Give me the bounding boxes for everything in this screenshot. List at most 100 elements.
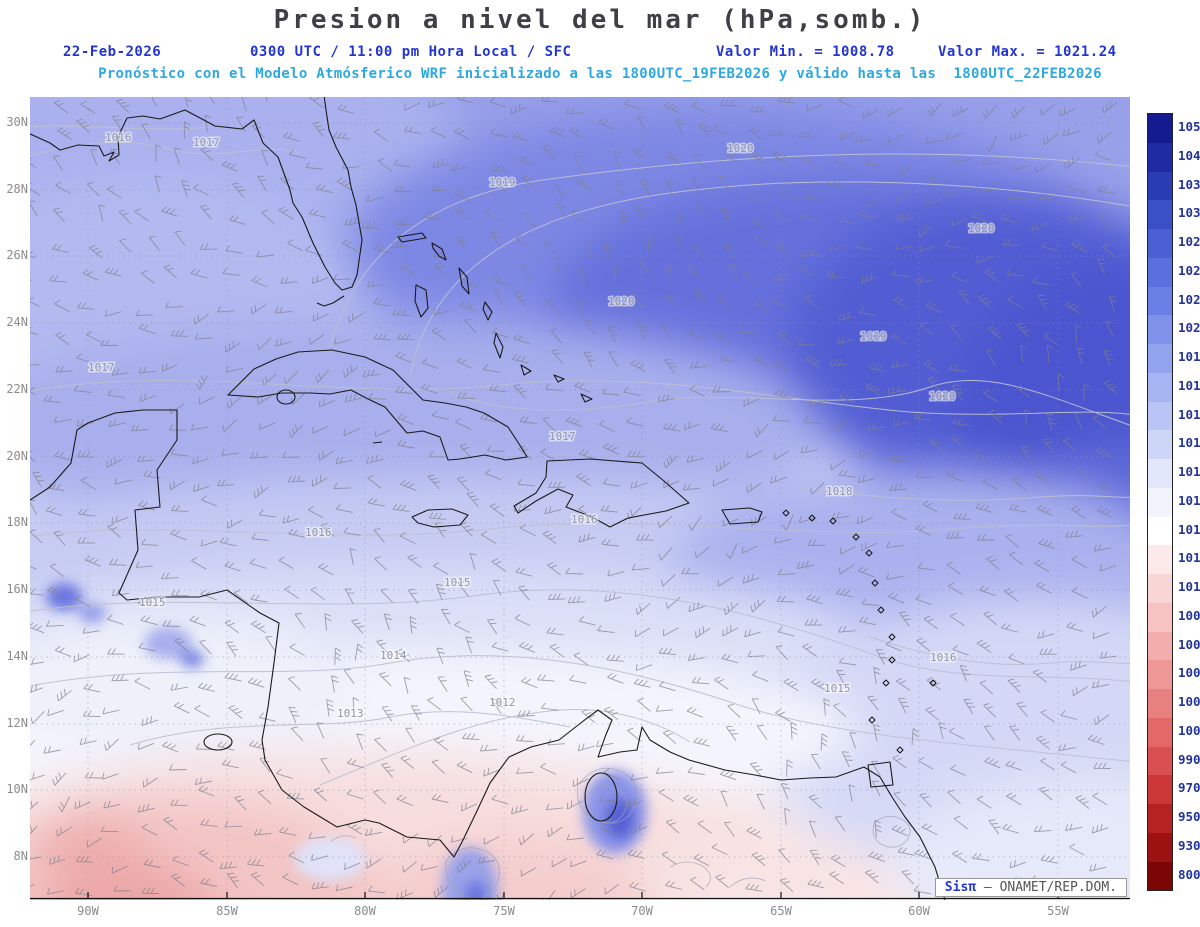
colorbar-value: 1012	[1178, 550, 1200, 566]
colorbar-value: 1018	[1178, 377, 1200, 393]
contour-label: 1015	[139, 596, 166, 609]
coastline-cuba	[227, 349, 528, 461]
colorbar-value: 1030	[1178, 205, 1200, 221]
coastline-lesser-antilles	[782, 509, 937, 788]
colorbar-value: 1025	[1178, 262, 1200, 278]
colorbar-labels: 1050 1040 1035 1030 1028 1025 1022 1020 1019 1018…	[1178, 113, 1200, 891]
colorbar-value: 1008	[1178, 607, 1200, 623]
colorbar-swatch	[1148, 861, 1172, 891]
colorbar-value: 1040	[1178, 147, 1200, 163]
colorbar-value: 1017	[1178, 406, 1200, 422]
lon-label: 70W	[631, 904, 653, 918]
colorbar-value: 950	[1178, 809, 1200, 824]
coastlines	[30, 97, 946, 900]
colorbar-swatch	[1148, 430, 1172, 459]
model-info-line: Pronóstico con el Modelo Atmósferico WRF…	[98, 66, 1102, 82]
lon-label: 75W	[493, 904, 515, 918]
lat-label: 26N	[6, 248, 28, 262]
contour-label: 1016	[105, 131, 132, 144]
colorbar-swatch	[1148, 689, 1172, 718]
lat-label: 20N	[6, 449, 28, 463]
colorbar-value: 1019	[1178, 349, 1200, 364]
lat-label: 24N	[6, 315, 28, 329]
contour-label: 1016	[571, 513, 598, 526]
page-title: Presion a nivel del mar (hPa,somb.)	[273, 5, 927, 35]
contour-label: 1019	[489, 176, 516, 189]
contour-labels: 1016 1017 1019 1020 1020 1020 1019 1020 1017 1017…	[87, 130, 997, 722]
colorbar-swatch	[1148, 200, 1172, 229]
colorbar-swatch	[1148, 832, 1172, 862]
colorbar-swatch	[1148, 487, 1172, 517]
contour-label: 1016	[930, 651, 957, 664]
colorbar-value: 1010	[1178, 579, 1200, 594]
lat-label: 18N	[6, 515, 28, 529]
pressure-map-svg: 1016 1017 1019 1020 1020 1020 1019 1020 1017 1017…	[30, 97, 1130, 900]
contour-label: 1015	[444, 576, 471, 589]
attribution-box: Sisπ – ONAMET/REP.DOM.	[934, 878, 1127, 897]
lat-label: 30N	[6, 115, 28, 129]
colorbar-swatch	[1148, 315, 1172, 344]
colorbar-value: 1015	[1178, 464, 1200, 479]
contour-label: 1020	[929, 390, 956, 403]
lat-label: 14N	[6, 649, 28, 663]
lon-label: 85W	[216, 904, 238, 918]
grid-lines	[30, 97, 1130, 900]
terrain-contours	[329, 767, 911, 900]
colorbar-value: 970	[1178, 780, 1200, 796]
colorbar-value: 1004	[1178, 665, 1200, 681]
colorbar-value: 1006	[1178, 636, 1200, 652]
coastline-hispaniola	[513, 458, 690, 528]
colorbar-value: 1028	[1178, 234, 1200, 249]
colorbar-swatches	[1147, 113, 1173, 892]
lon-label: 80W	[354, 904, 376, 918]
colorbar: 1050 1040 1035 1030 1028 1025 1022 1020 1019 1018…	[1147, 113, 1200, 892]
contour-lines	[30, 125, 1130, 786]
contour-label: 1013	[337, 707, 364, 720]
contour-label: 1018	[826, 485, 853, 498]
colorbar-value: 990	[1178, 751, 1200, 767]
contour-label: 1012	[489, 696, 516, 709]
coastline-gulf-florida	[30, 97, 363, 307]
lon-label: 90W	[77, 904, 99, 918]
colorbar-swatch	[1148, 804, 1172, 833]
colorbar-value: 1000	[1178, 722, 1200, 738]
colorbar-swatch	[1148, 142, 1172, 172]
contour-label: 1017	[193, 136, 220, 149]
colorbar-swatch	[1148, 171, 1172, 201]
colorbar-value: 1014	[1178, 492, 1200, 508]
contour-label: 1020	[608, 295, 635, 308]
attribution-text: – ONAMET/REP.DOM.	[976, 880, 1117, 895]
lon-label: 60W	[908, 904, 930, 918]
lat-label: 12N	[6, 716, 28, 730]
coastline-bahamas	[397, 232, 593, 403]
colorbar-swatch	[1148, 775, 1172, 804]
colorbar-swatch	[1148, 602, 1172, 632]
coastline-puerto-rico	[721, 507, 763, 525]
contour-label: 1019	[860, 330, 887, 343]
contour-label: 1017	[549, 430, 576, 443]
contour-label: 1020	[968, 222, 995, 235]
colorbar-swatch	[1148, 631, 1172, 661]
colorbar-swatch	[1148, 257, 1172, 287]
lat-label: 16N	[6, 582, 28, 596]
contour-label: 1015	[824, 682, 851, 695]
colorbar-value: 1013	[1178, 521, 1200, 537]
lat-label: 22N	[6, 382, 28, 396]
min-value-label: Valor Min. = 1008.78	[716, 44, 895, 60]
colorbar-value: 930	[1178, 837, 1200, 853]
map-area: 1016 1017 1019 1020 1020 1020 1019 1020 1017 1017…	[30, 97, 1130, 900]
attribution-brand: Sisπ	[944, 880, 977, 895]
max-value-label: Valor Max. = 1021.24	[938, 44, 1117, 60]
colorbar-swatch	[1148, 545, 1172, 574]
contour-label: 1020	[727, 142, 754, 155]
colorbar-value: 1050	[1178, 119, 1200, 134]
lon-label: 65W	[770, 904, 792, 918]
colorbar-value: 1002	[1178, 694, 1200, 709]
colorbar-swatch	[1148, 459, 1172, 488]
forecast-date: 22-Feb-2026	[63, 44, 162, 60]
coastline-jamaica	[411, 508, 469, 528]
colorbar-swatch	[1148, 114, 1172, 143]
colorbar-swatch	[1148, 286, 1172, 316]
contour-label: 1017	[88, 361, 115, 374]
